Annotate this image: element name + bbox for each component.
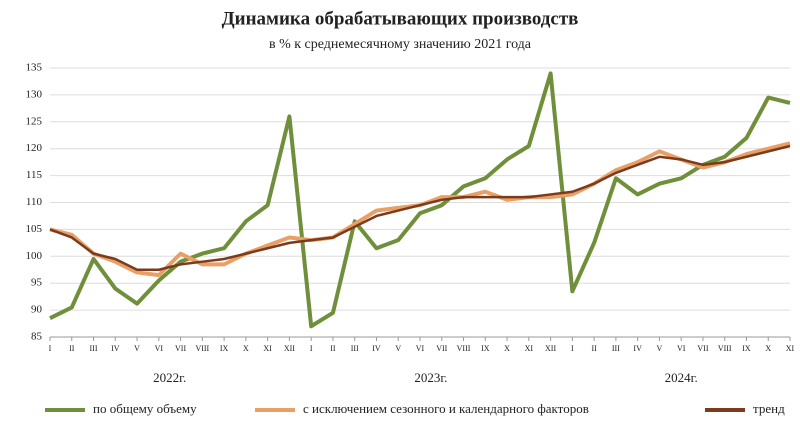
x-tick-label: VI xyxy=(155,344,164,353)
x-tick-label: V xyxy=(395,344,401,353)
x-tick-label: III xyxy=(351,344,359,353)
x-tick-label: II xyxy=(591,344,597,353)
x-tick-label: XI xyxy=(786,344,795,353)
x-tick-label: VI xyxy=(416,344,425,353)
x-tick-label: VIII xyxy=(718,344,732,353)
y-tick-label: 95 xyxy=(31,277,43,289)
year-label: 2023г. xyxy=(414,370,447,385)
x-tick-label: I xyxy=(49,344,52,353)
y-tick-label: 110 xyxy=(26,196,43,208)
legend-label: с исключением сезонного и календарного ф… xyxy=(303,401,589,416)
x-tick-label: IX xyxy=(481,344,490,353)
x-tick-label: VII xyxy=(175,344,186,353)
year-label: 2022г. xyxy=(153,370,186,385)
x-tick-label: IV xyxy=(633,344,642,353)
x-tick-label: X xyxy=(765,344,771,353)
x-tick-label: X xyxy=(243,344,249,353)
x-tick-label: II xyxy=(69,344,75,353)
x-tick-label: VIII xyxy=(457,344,471,353)
legend-label: тренд xyxy=(753,401,785,416)
x-tick-label: IV xyxy=(372,344,381,353)
legend-label: по общему объему xyxy=(93,401,197,416)
x-tick-label: VIII xyxy=(195,344,209,353)
x-tick-label: IV xyxy=(111,344,120,353)
x-tick-label: XI xyxy=(263,344,272,353)
x-tick-label: VI xyxy=(677,344,686,353)
x-tick-label: VII xyxy=(697,344,708,353)
series-line xyxy=(49,144,791,271)
y-tick-label: 115 xyxy=(26,169,43,181)
x-tick-label: I xyxy=(571,344,574,353)
y-tick-label: 90 xyxy=(31,304,43,316)
chart-subtitle: в % к среднемесячному значению 2021 года xyxy=(269,37,532,52)
x-tick-label: V xyxy=(657,344,663,353)
series-line xyxy=(49,141,791,278)
x-tick-label: XI xyxy=(525,344,534,353)
y-tick-label: 85 xyxy=(31,331,43,343)
year-label: 2024г. xyxy=(665,370,698,385)
x-tick-label: VII xyxy=(436,344,447,353)
x-tick-label: IX xyxy=(220,344,229,353)
chart-title: Динамика обрабатывающих производств xyxy=(222,8,579,29)
y-tick-label: 105 xyxy=(26,223,43,235)
y-tick-label: 120 xyxy=(26,142,43,154)
x-tick-label: XII xyxy=(545,344,556,353)
y-tick-label: 125 xyxy=(26,115,43,127)
y-tick-label: 100 xyxy=(26,250,43,262)
x-tick-label: II xyxy=(330,344,336,353)
x-tick-label: III xyxy=(90,344,98,353)
y-tick-label: 135 xyxy=(26,62,43,74)
y-tick-label: 130 xyxy=(26,88,43,100)
series-line xyxy=(49,71,791,329)
x-tick-label: XII xyxy=(284,344,295,353)
x-tick-label: III xyxy=(612,344,620,353)
x-tick-label: V xyxy=(134,344,140,353)
x-tick-label: IX xyxy=(742,344,751,353)
x-tick-label: X xyxy=(504,344,510,353)
x-tick-label: I xyxy=(310,344,313,353)
